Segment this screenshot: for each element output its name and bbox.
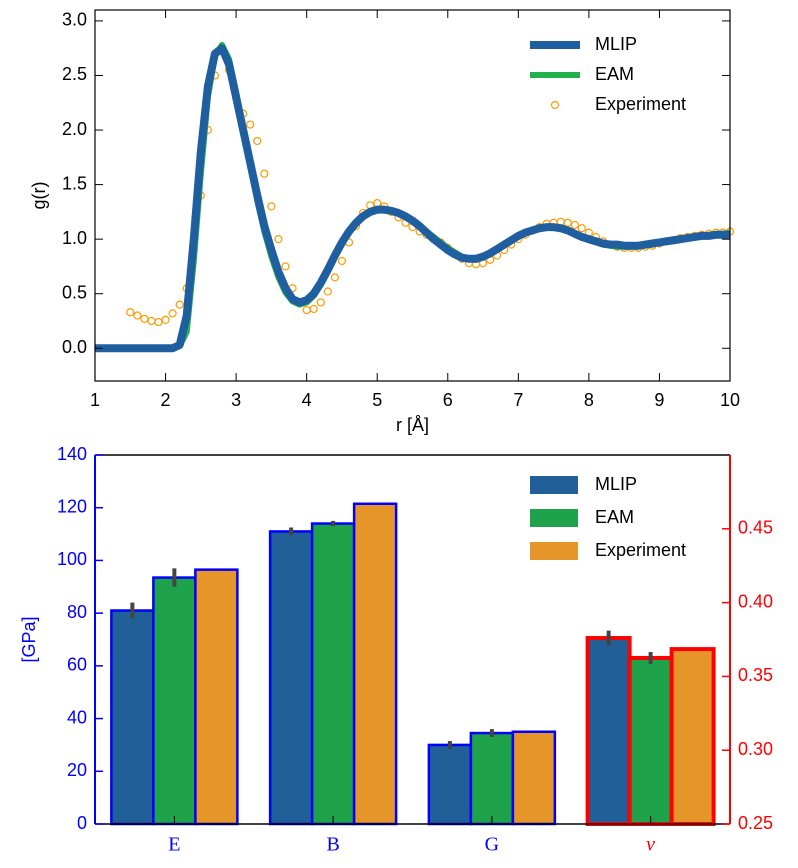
legend-label: MLIP bbox=[595, 34, 637, 54]
marker bbox=[577, 224, 586, 233]
marker bbox=[175, 300, 184, 309]
bar bbox=[110, 609, 155, 826]
y-tick-label: 1.0 bbox=[62, 228, 87, 248]
marker bbox=[253, 136, 262, 146]
marker bbox=[274, 235, 283, 244]
marker bbox=[316, 298, 325, 307]
marker bbox=[161, 315, 170, 324]
legend-label: EAM bbox=[595, 64, 634, 84]
y-tick-label: 60 bbox=[67, 655, 87, 675]
y-axis-label: [GPa] bbox=[19, 616, 39, 662]
y-tick-label: 1.5 bbox=[62, 173, 87, 193]
x-tick-label: 8 bbox=[584, 390, 594, 410]
marker bbox=[140, 314, 149, 323]
y-tick-label: 3.0 bbox=[62, 10, 87, 30]
y-tick-label: 40 bbox=[67, 707, 87, 727]
y2-tick-label: 0.30 bbox=[738, 739, 773, 759]
marker bbox=[302, 305, 311, 315]
marker bbox=[147, 316, 156, 326]
plot-frame bbox=[94, 9, 731, 382]
y-tick-label: 2.0 bbox=[62, 119, 87, 139]
marker bbox=[309, 304, 318, 314]
x-tick-label: G bbox=[485, 834, 499, 856]
legend-swatch bbox=[530, 509, 578, 527]
marker bbox=[168, 309, 177, 318]
x-tick-label: 3 bbox=[231, 390, 241, 410]
bar bbox=[152, 576, 197, 826]
x-tick-label: 1 bbox=[90, 390, 100, 410]
y2-tick-label: 0.40 bbox=[738, 591, 773, 611]
marker bbox=[373, 199, 382, 208]
bar bbox=[352, 502, 398, 826]
marker bbox=[133, 311, 142, 320]
bar bbox=[469, 731, 515, 826]
marker bbox=[323, 287, 332, 296]
legend-label: Experiment bbox=[595, 540, 686, 560]
marker bbox=[260, 169, 269, 178]
y-tick-label: 20 bbox=[67, 760, 87, 780]
marker bbox=[330, 273, 339, 282]
x-tick-label: 10 bbox=[720, 390, 740, 410]
x-tick-label: 4 bbox=[302, 390, 312, 410]
marker bbox=[267, 202, 276, 211]
bar bbox=[627, 655, 674, 827]
bar bbox=[194, 568, 239, 826]
x-tick-label: E bbox=[168, 834, 180, 856]
y-tick-label: 0.0 bbox=[62, 337, 87, 357]
x-axis-label: r [Å] bbox=[396, 415, 429, 435]
y-tick-label: 120 bbox=[57, 496, 87, 516]
x-tick-label: 9 bbox=[654, 390, 664, 410]
x-tick-label: 6 bbox=[443, 390, 453, 410]
legend-swatch bbox=[550, 100, 560, 110]
legend-label: MLIP bbox=[595, 474, 637, 494]
y2-tick-label: 0.45 bbox=[738, 518, 773, 538]
series-line bbox=[95, 44, 730, 353]
marker bbox=[246, 120, 255, 129]
x-tick-label: 5 bbox=[372, 390, 382, 410]
y-tick-label: 0 bbox=[77, 813, 87, 833]
x-tick-label: 7 bbox=[513, 390, 523, 410]
bar bbox=[310, 522, 356, 826]
legend-label: Experiment bbox=[595, 94, 686, 114]
y-tick-label: 140 bbox=[57, 444, 87, 464]
x-tick-label: B bbox=[326, 834, 339, 856]
x-tick-label: 2 bbox=[161, 390, 171, 410]
bar bbox=[427, 743, 473, 826]
y-tick-label: 80 bbox=[67, 602, 87, 622]
y-tick-label: 2.5 bbox=[62, 64, 87, 84]
bar bbox=[268, 530, 314, 826]
marker bbox=[126, 308, 135, 317]
marker bbox=[563, 218, 572, 227]
y-tick-label: 0.5 bbox=[62, 282, 87, 302]
marker bbox=[337, 256, 347, 266]
bar bbox=[669, 647, 716, 826]
legend-label: EAM bbox=[595, 507, 634, 527]
legend-swatch bbox=[530, 542, 578, 560]
marker bbox=[154, 317, 163, 327]
bar bbox=[511, 730, 557, 826]
y2-tick-label: 0.25 bbox=[738, 813, 773, 833]
marker bbox=[570, 220, 579, 230]
y2-tick-label: 0.35 bbox=[738, 665, 773, 685]
bar bbox=[585, 636, 632, 826]
y-tick-label: 100 bbox=[57, 549, 87, 569]
y-axis-label: g(r) bbox=[29, 182, 49, 210]
x-tick-label: ν bbox=[646, 834, 655, 856]
legend-swatch bbox=[530, 476, 578, 494]
marker bbox=[281, 262, 290, 271]
